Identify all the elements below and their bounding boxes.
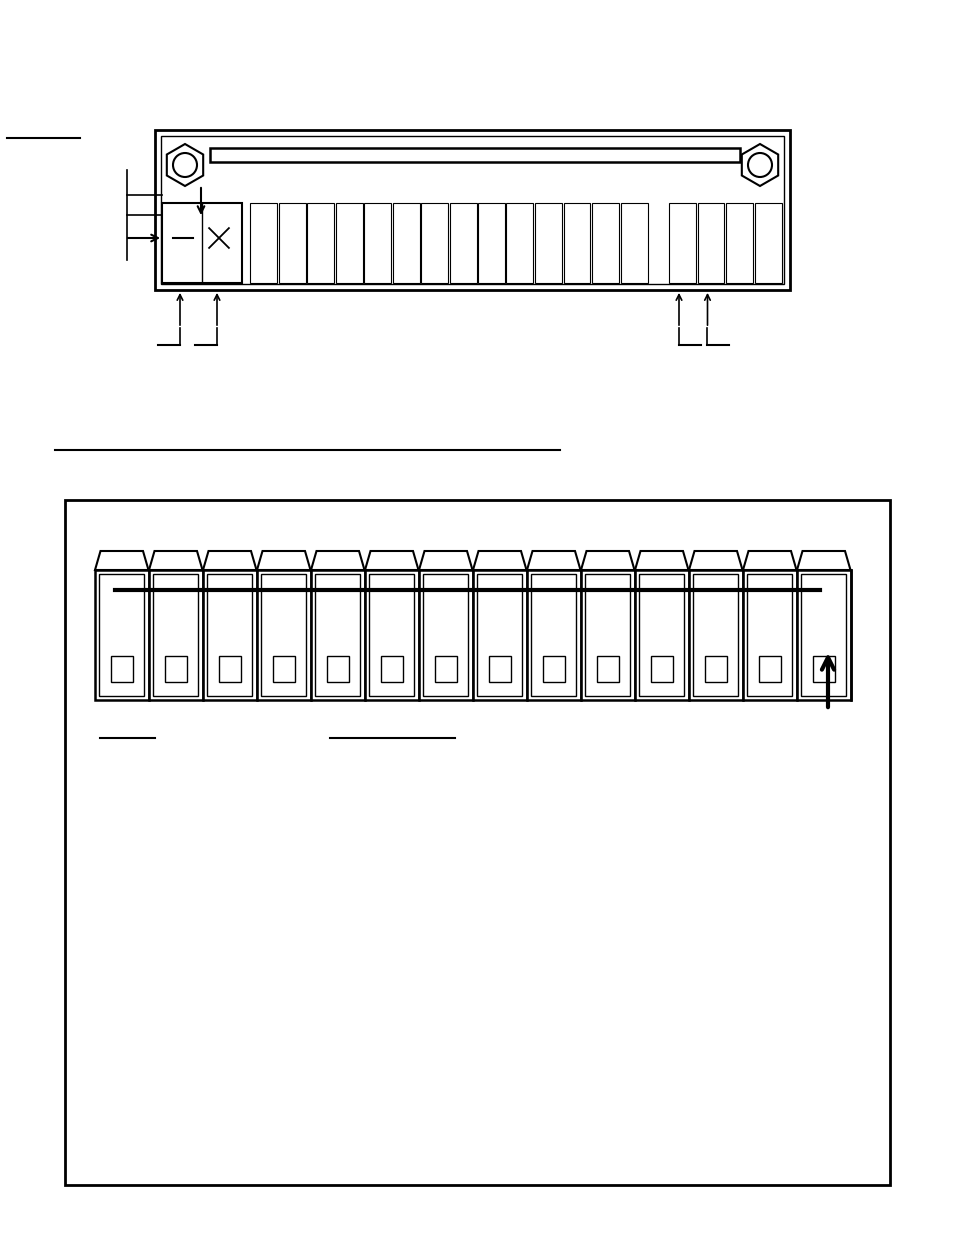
Polygon shape xyxy=(365,551,418,571)
FancyBboxPatch shape xyxy=(161,136,783,284)
FancyBboxPatch shape xyxy=(688,571,741,700)
FancyBboxPatch shape xyxy=(449,203,476,283)
FancyBboxPatch shape xyxy=(693,574,738,695)
FancyBboxPatch shape xyxy=(380,656,402,682)
FancyBboxPatch shape xyxy=(506,203,533,283)
FancyBboxPatch shape xyxy=(476,574,521,695)
FancyBboxPatch shape xyxy=(754,203,781,283)
FancyBboxPatch shape xyxy=(635,571,688,700)
Polygon shape xyxy=(580,551,634,571)
Circle shape xyxy=(172,153,196,177)
FancyBboxPatch shape xyxy=(596,656,618,682)
FancyBboxPatch shape xyxy=(369,574,414,695)
FancyBboxPatch shape xyxy=(477,203,504,283)
FancyBboxPatch shape xyxy=(639,574,683,695)
FancyBboxPatch shape xyxy=(261,574,306,695)
FancyBboxPatch shape xyxy=(392,203,419,283)
Polygon shape xyxy=(167,144,203,186)
FancyBboxPatch shape xyxy=(580,571,634,700)
Circle shape xyxy=(201,220,236,256)
FancyBboxPatch shape xyxy=(162,203,242,283)
FancyBboxPatch shape xyxy=(418,571,472,700)
FancyBboxPatch shape xyxy=(563,203,590,283)
FancyBboxPatch shape xyxy=(164,656,187,682)
FancyBboxPatch shape xyxy=(307,203,334,283)
FancyBboxPatch shape xyxy=(65,500,889,1186)
FancyBboxPatch shape xyxy=(801,574,845,695)
FancyBboxPatch shape xyxy=(758,656,781,682)
Polygon shape xyxy=(526,551,579,571)
FancyBboxPatch shape xyxy=(95,571,149,700)
FancyBboxPatch shape xyxy=(218,656,241,682)
FancyBboxPatch shape xyxy=(531,574,576,695)
FancyBboxPatch shape xyxy=(526,571,579,700)
FancyBboxPatch shape xyxy=(420,203,448,283)
FancyBboxPatch shape xyxy=(423,574,468,695)
FancyBboxPatch shape xyxy=(203,571,256,700)
FancyBboxPatch shape xyxy=(153,574,198,695)
FancyBboxPatch shape xyxy=(746,574,792,695)
FancyBboxPatch shape xyxy=(619,203,647,283)
Circle shape xyxy=(747,153,771,177)
FancyBboxPatch shape xyxy=(314,574,360,695)
Polygon shape xyxy=(95,551,149,571)
FancyBboxPatch shape xyxy=(335,203,362,283)
FancyBboxPatch shape xyxy=(365,571,418,700)
FancyBboxPatch shape xyxy=(326,656,349,682)
FancyBboxPatch shape xyxy=(703,656,726,682)
FancyBboxPatch shape xyxy=(725,203,752,283)
FancyBboxPatch shape xyxy=(99,574,144,695)
FancyBboxPatch shape xyxy=(473,571,526,700)
FancyBboxPatch shape xyxy=(364,203,391,283)
FancyBboxPatch shape xyxy=(697,203,723,283)
FancyBboxPatch shape xyxy=(149,571,202,700)
FancyBboxPatch shape xyxy=(311,571,364,700)
FancyBboxPatch shape xyxy=(111,656,132,682)
Polygon shape xyxy=(473,551,526,571)
FancyBboxPatch shape xyxy=(742,571,796,700)
Polygon shape xyxy=(741,144,778,186)
Polygon shape xyxy=(418,551,472,571)
Polygon shape xyxy=(688,551,741,571)
FancyBboxPatch shape xyxy=(278,203,305,283)
FancyBboxPatch shape xyxy=(584,574,630,695)
FancyBboxPatch shape xyxy=(812,656,834,682)
FancyBboxPatch shape xyxy=(668,203,696,283)
FancyBboxPatch shape xyxy=(535,203,561,283)
Polygon shape xyxy=(203,551,256,571)
Polygon shape xyxy=(796,551,850,571)
Polygon shape xyxy=(149,551,202,571)
FancyBboxPatch shape xyxy=(207,574,252,695)
Polygon shape xyxy=(742,551,796,571)
FancyBboxPatch shape xyxy=(256,571,310,700)
FancyBboxPatch shape xyxy=(592,203,618,283)
FancyBboxPatch shape xyxy=(154,130,789,290)
Polygon shape xyxy=(311,551,364,571)
Polygon shape xyxy=(256,551,310,571)
Circle shape xyxy=(165,220,201,256)
FancyBboxPatch shape xyxy=(434,656,456,682)
FancyBboxPatch shape xyxy=(273,656,294,682)
FancyBboxPatch shape xyxy=(210,148,740,162)
FancyBboxPatch shape xyxy=(650,656,672,682)
FancyBboxPatch shape xyxy=(488,656,511,682)
FancyBboxPatch shape xyxy=(542,656,564,682)
FancyBboxPatch shape xyxy=(796,571,850,700)
FancyBboxPatch shape xyxy=(250,203,276,283)
Polygon shape xyxy=(635,551,688,571)
